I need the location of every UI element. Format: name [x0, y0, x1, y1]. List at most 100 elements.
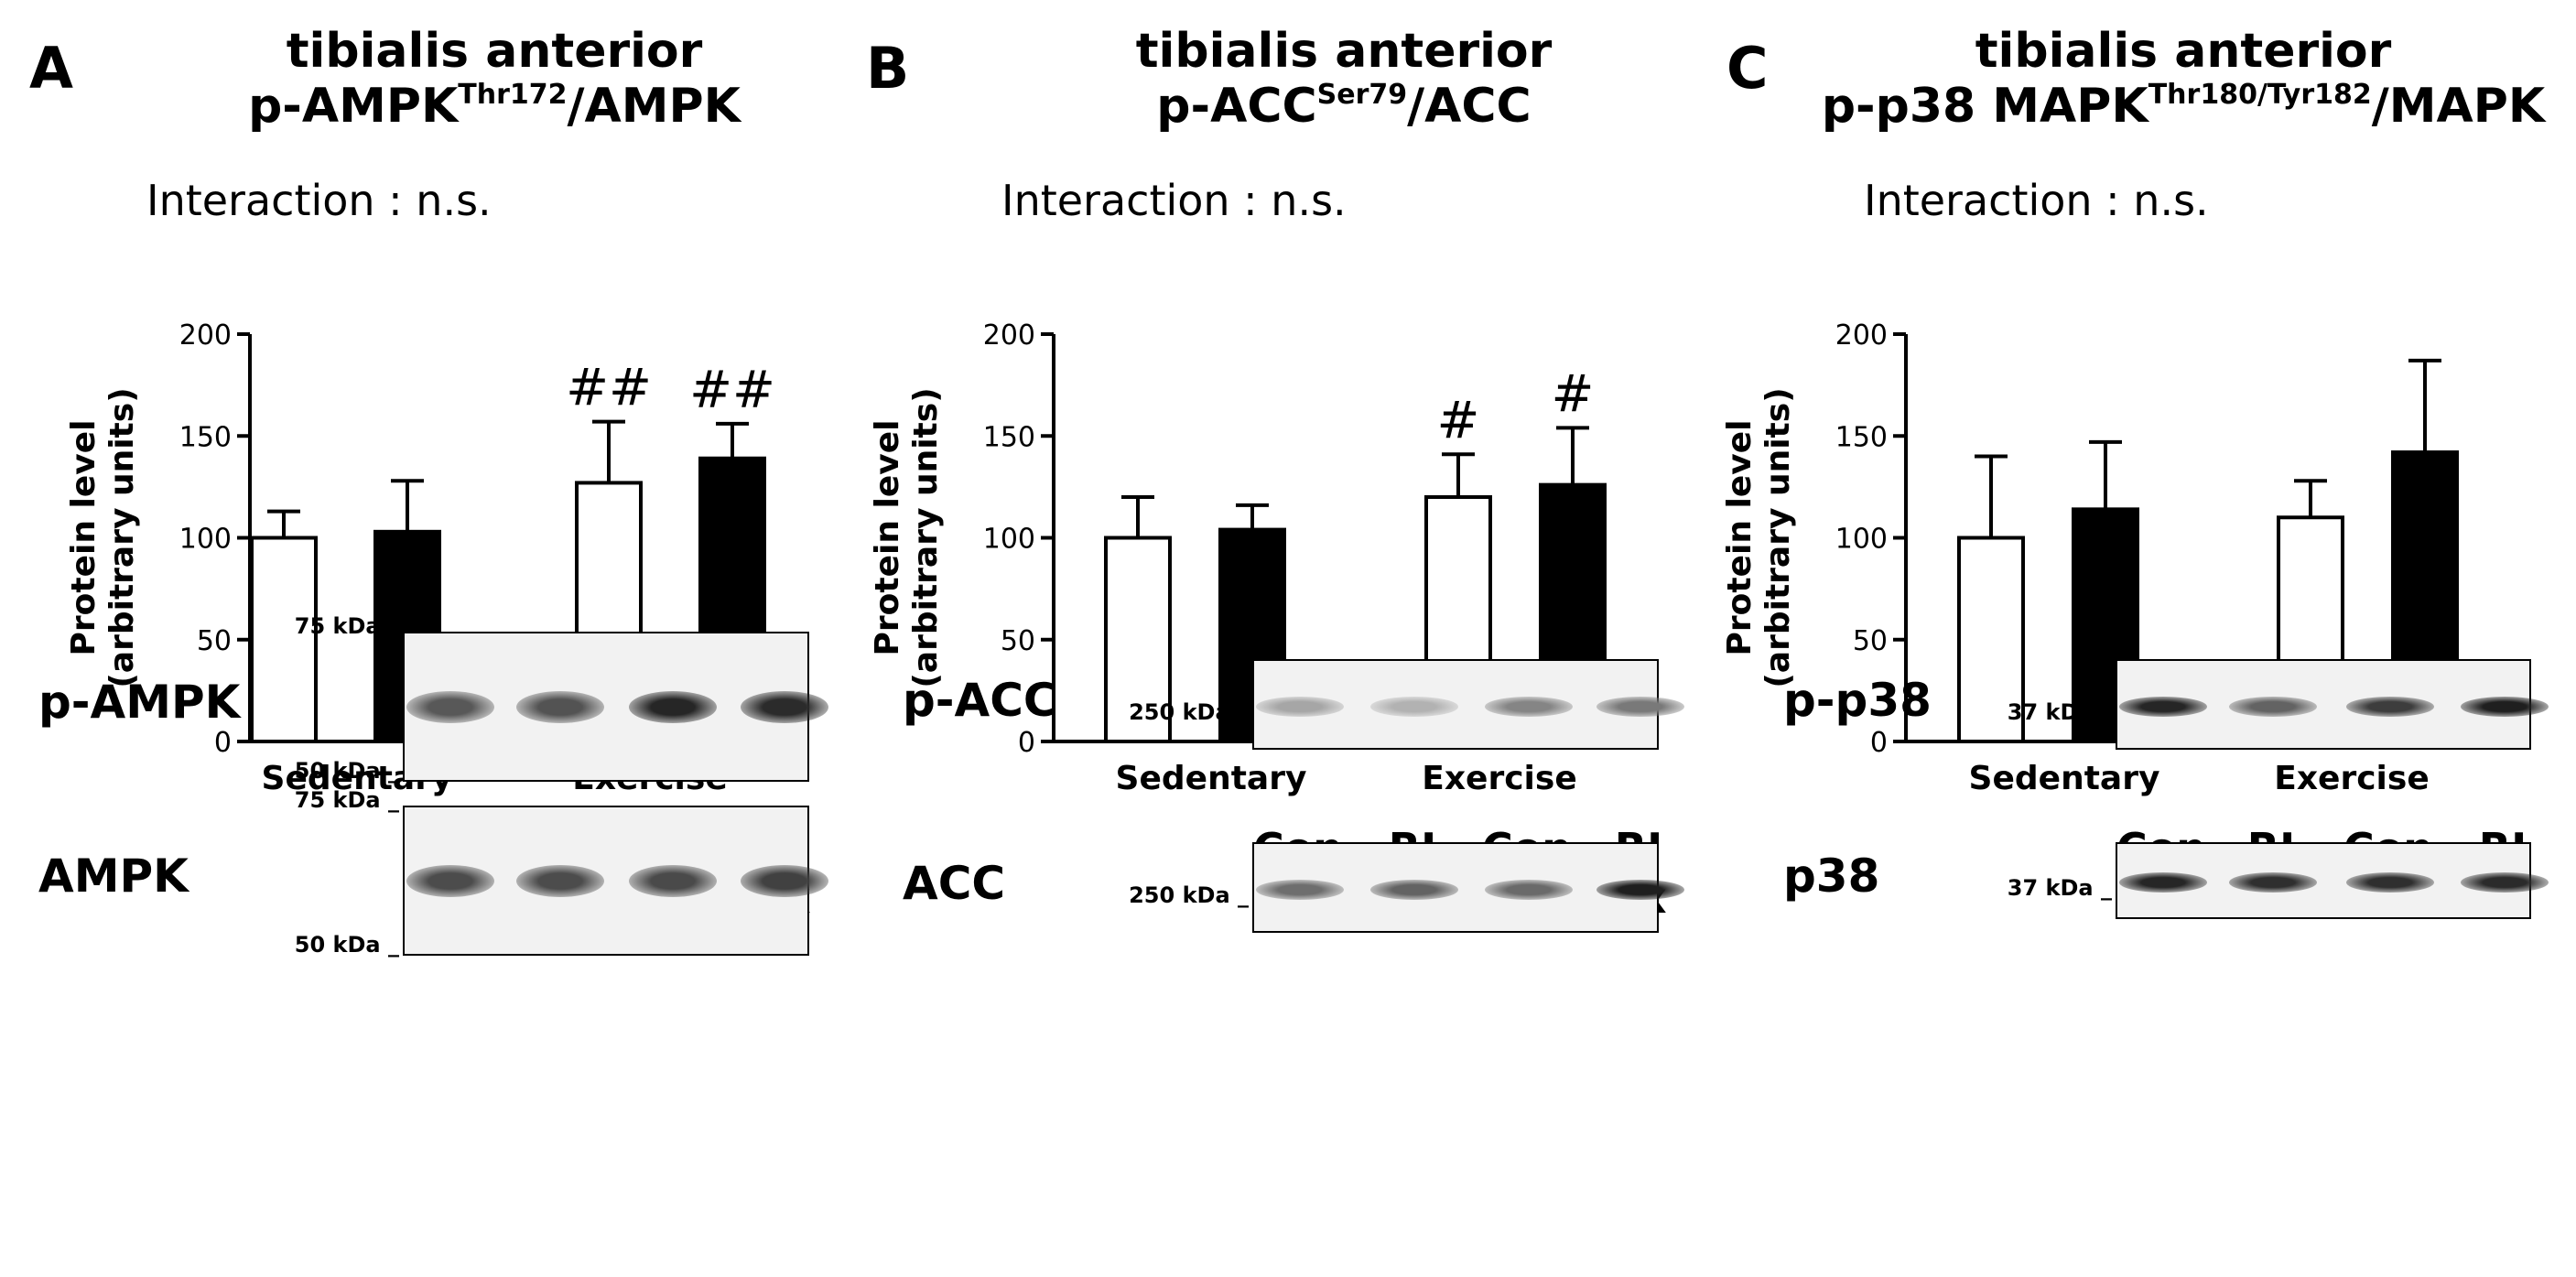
title-tail: /MAPK — [2371, 79, 2546, 134]
blot-band — [741, 864, 828, 897]
blot-band — [2119, 872, 2207, 893]
y-tick-label: 200 — [179, 319, 232, 352]
blot-image — [403, 632, 828, 782]
y-tick-label: 200 — [983, 319, 1035, 352]
y-axis-label-line1: Protein level — [1721, 420, 1759, 656]
y-tick-label: 0 — [1018, 727, 1035, 759]
y-tick-label: 150 — [983, 421, 1035, 453]
blot-band — [629, 690, 717, 723]
title-line1: tibialis anterior — [286, 24, 703, 79]
y-axis-label: Protein level(arbitrary units) — [65, 387, 141, 687]
title-line1: tibialis anterior — [1135, 24, 1553, 79]
blot-label: AMPK — [38, 850, 189, 903]
blot-band — [1596, 696, 1684, 717]
title-main: p-p38 MAPK — [1821, 79, 2148, 134]
significance-mark: ## — [689, 361, 775, 420]
title-line2: p-p38 MAPKThr180/Tyr182/MAPK — [1800, 79, 2567, 134]
y-tick-label: 100 — [983, 524, 1035, 556]
y-tick-label: 100 — [1835, 524, 1888, 556]
title-sup: Thr180/Tyr182 — [2148, 79, 2372, 111]
bar — [250, 536, 318, 743]
blot-band — [1370, 696, 1458, 717]
kda-marker: 75 kDa — [295, 787, 399, 813]
blot-band — [2119, 696, 2207, 717]
blot-label: p-AMPK — [38, 676, 241, 729]
panel-title: tibialis anterior p-p38 MAPKThr180/Tyr18… — [1800, 24, 2567, 134]
interaction-note: Interaction : n.s. — [1001, 176, 1347, 225]
blot-band — [1256, 879, 1344, 900]
panel-c: C tibialis anterior p-p38 MAPKThr180/Tyr… — [1717, 0, 2576, 1277]
x-category-label: Exercise — [2274, 760, 2430, 797]
blot-band — [406, 864, 494, 897]
y-tick-label: 150 — [179, 421, 232, 453]
significance-mark: # — [1437, 391, 1480, 450]
blot-band — [1256, 696, 1344, 717]
x-category-label: Sedentary — [1116, 760, 1307, 797]
panel-letter: A — [29, 35, 73, 102]
blot-band — [1485, 696, 1573, 717]
panel-b: B tibialis anterior p-ACCSer79/ACC Inter… — [859, 0, 1717, 1277]
y-axis-label-line1: Protein level — [869, 420, 906, 656]
blot-band — [1485, 879, 1573, 900]
blot-image — [2116, 659, 2549, 750]
panel-letter: C — [1726, 35, 1769, 102]
y-tick-label: 100 — [179, 524, 232, 556]
blot-band — [1596, 879, 1684, 900]
y-tick-label: 50 — [197, 625, 232, 657]
significance-mark: ## — [566, 359, 652, 418]
y-tick-label: 150 — [1835, 421, 1888, 453]
y-tick-label: 0 — [214, 727, 232, 759]
title-tail: /ACC — [1407, 79, 1532, 134]
title-line2: p-ACCSer79/ACC — [1023, 79, 1664, 134]
title-line1: tibialis anterior — [1975, 24, 2392, 79]
blot-band — [516, 864, 604, 897]
x-category-label: Sedentary — [1969, 760, 2160, 797]
title-line2: p-AMPKThr172/AMPK — [174, 79, 815, 134]
y-axis-label: Protein level(arbitrary units) — [1721, 387, 1797, 687]
blot-band — [2461, 696, 2549, 717]
panel-title: tibialis anterior p-ACCSer79/ACC — [1023, 24, 1664, 134]
blot-band — [2346, 696, 2434, 717]
blot-label: p-p38 — [1783, 673, 1932, 727]
y-tick-label: 50 — [1853, 625, 1888, 657]
title-sup: Ser79 — [1316, 79, 1408, 111]
interaction-note: Interaction : n.s. — [146, 176, 492, 225]
blot-band — [516, 690, 604, 723]
blot-image — [1252, 659, 1684, 750]
kda-marker: 50 kDa — [295, 932, 399, 958]
blot-image — [403, 806, 828, 956]
blot-label: ACC — [903, 856, 1006, 910]
kda-marker: 250 kDa — [1129, 882, 1249, 908]
blot-label: p38 — [1783, 850, 1880, 903]
interaction-note: Interaction : n.s. — [1864, 176, 2209, 225]
kda-marker: 37 kDa — [2008, 699, 2112, 725]
blot-band — [2229, 872, 2317, 893]
title-tail: /AMPK — [567, 79, 741, 134]
kda-marker: 50 kDa — [295, 758, 399, 784]
y-axis-label-line2: (arbitrary units) — [1759, 387, 1797, 687]
blot-image — [2116, 842, 2549, 919]
y-tick-label: 200 — [1835, 319, 1888, 352]
blot-band — [2229, 696, 2317, 717]
y-axis-label-line1: Protein level — [65, 420, 103, 656]
kda-marker: 75 kDa — [295, 613, 399, 639]
panel-a: A tibialis anterior p-AMPKThr172/AMPK In… — [0, 0, 859, 1277]
kda-marker: 250 kDa — [1129, 699, 1249, 725]
y-tick-label: 0 — [1870, 727, 1888, 759]
title-sup: Thr172 — [458, 79, 568, 111]
y-tick-label: 50 — [1001, 625, 1035, 657]
title-main: p-AMPK — [248, 79, 459, 134]
panel-letter: B — [866, 35, 910, 102]
panel-title: tibialis anterior p-AMPKThr172/AMPK — [174, 24, 815, 134]
x-category-label: Exercise — [1422, 760, 1577, 797]
blot-band — [406, 690, 494, 723]
blot-band — [2346, 872, 2434, 893]
blot-label: p-ACC — [903, 673, 1057, 727]
blot-band — [741, 690, 828, 723]
y-axis-label-line2: (arbitrary units) — [907, 387, 945, 687]
blot-band — [629, 864, 717, 897]
blot-band — [2461, 872, 2549, 893]
blot-band — [1370, 879, 1458, 900]
significance-mark: # — [1552, 364, 1595, 424]
y-axis-label-line2: (arbitrary units) — [103, 387, 141, 687]
